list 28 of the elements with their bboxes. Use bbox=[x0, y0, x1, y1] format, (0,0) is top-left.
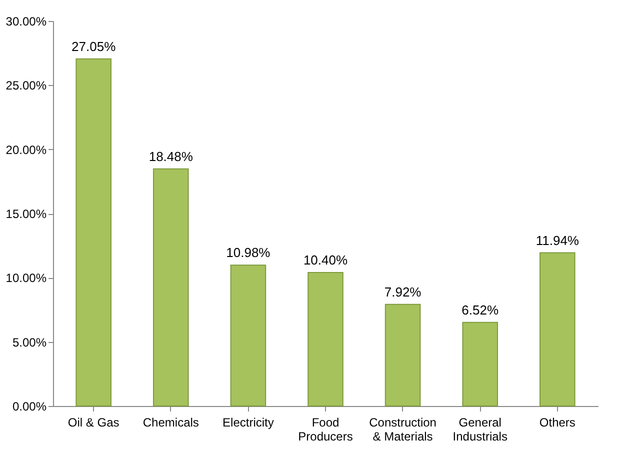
data-label: 18.48% bbox=[148, 148, 194, 164]
bar bbox=[308, 272, 344, 406]
y-tick-label: 5.00% bbox=[12, 335, 47, 350]
bar bbox=[230, 264, 266, 406]
x-tick-label: Food Producers bbox=[298, 416, 353, 444]
bar bbox=[540, 252, 576, 406]
y-tick-label: 25.00% bbox=[6, 78, 47, 93]
y-tick-label: 15.00% bbox=[6, 207, 47, 221]
y-tick-label: 10.00% bbox=[6, 271, 47, 286]
bar bbox=[462, 322, 498, 406]
bar bbox=[152, 168, 189, 406]
x-tick-label: General Industrials bbox=[452, 416, 508, 444]
data-label: 6.52% bbox=[462, 302, 499, 318]
y-tick-label: 20.00% bbox=[6, 142, 47, 157]
x-tick-label: Others bbox=[539, 416, 576, 430]
data-label: 11.94% bbox=[536, 232, 580, 248]
x-tick-label: Chemicals bbox=[142, 416, 199, 430]
x-tick-label: Construction & Materials bbox=[369, 416, 436, 444]
x-tick-label: Electricity bbox=[222, 416, 274, 430]
data-label: 10.40% bbox=[303, 252, 348, 268]
x-tick-label: Oil & Gas bbox=[68, 416, 120, 430]
data-label: 27.05% bbox=[72, 38, 116, 54]
bar bbox=[76, 58, 112, 406]
y-tick-label: 30.00% bbox=[6, 14, 47, 28]
data-label: 10.98% bbox=[226, 245, 271, 260]
bar bbox=[384, 304, 421, 406]
data-label: 7.92% bbox=[384, 284, 422, 300]
y-tick-label: 0.00% bbox=[12, 400, 47, 414]
